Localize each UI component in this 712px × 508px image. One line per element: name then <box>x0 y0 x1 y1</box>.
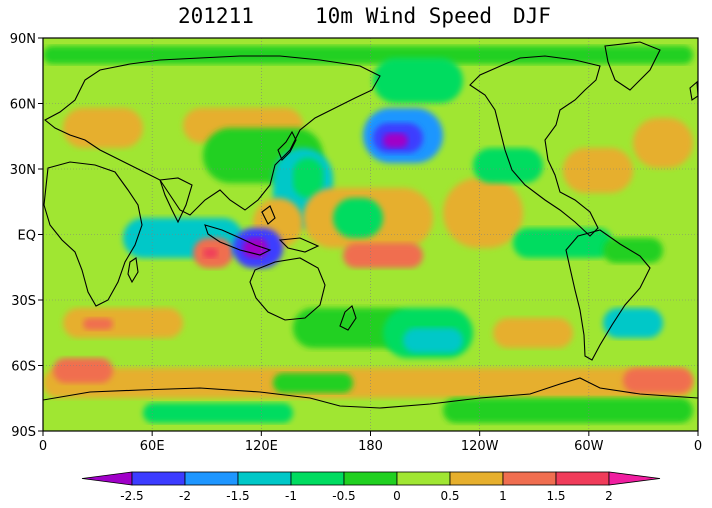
lon-label: 180 <box>358 439 383 454</box>
philippines-coast <box>261 205 276 225</box>
colorbar-level-label: 0.5 <box>440 489 459 503</box>
africa-coast <box>43 161 143 307</box>
title-period: 201211 <box>178 4 254 28</box>
field-patch <box>43 46 693 64</box>
colorbar-level-label: -2.5 <box>120 489 143 503</box>
field-patch <box>493 318 573 348</box>
field-patch <box>63 108 143 148</box>
lon-label: 120W <box>461 439 499 454</box>
map-title: 201211 10m Wind Speed DJF <box>0 4 712 32</box>
lat-label: 60S <box>11 360 36 375</box>
field-patch <box>603 308 663 338</box>
field-patch <box>383 133 408 148</box>
field-patch <box>443 178 523 248</box>
colorbar-level-label: 1 <box>499 489 507 503</box>
colorbar-level-label: 1.5 <box>546 489 565 503</box>
gridlines <box>43 38 698 431</box>
lat-label: EQ <box>18 229 36 244</box>
india-coast <box>159 177 193 224</box>
field-patch <box>373 58 463 103</box>
lon-label: 60W <box>574 439 604 454</box>
antarctica-coast <box>43 377 698 409</box>
colorbar-level-label: -1 <box>285 489 297 503</box>
greenland-coast <box>604 41 661 91</box>
north-america-coast <box>469 55 601 237</box>
lat-label: 90S <box>11 425 36 440</box>
colorbar-low-arrow <box>81 471 133 486</box>
field-patch <box>293 158 323 198</box>
colorbar-level-label: -0.5 <box>332 489 355 503</box>
lon-label: 60E <box>140 439 165 454</box>
field-patch <box>243 238 268 258</box>
field-patch <box>603 238 663 263</box>
colorbar-level-label: -2 <box>179 489 191 503</box>
colorbar-swatch <box>502 471 557 486</box>
new-guinea-coast <box>278 237 320 253</box>
field-patch <box>333 198 383 238</box>
colorbar-swatch <box>449 471 504 486</box>
colorbar-level-label: 0 <box>393 489 401 503</box>
colorbar-labels: -2.5 -2 -1.5 -1 -0.5 0 0.5 1 1.5 2 <box>120 489 613 503</box>
field-patch <box>563 148 633 193</box>
field-patch <box>63 308 183 338</box>
field-patch <box>83 318 113 330</box>
australia-coast <box>249 257 326 321</box>
colorbar-swatch <box>396 471 451 486</box>
new-zealand-coast <box>339 305 357 331</box>
longitude-labels: 0 60E 120E 180 120W 60W 0 <box>39 431 702 454</box>
lat-label: 60N <box>10 98 36 113</box>
colorbar-swatch <box>555 471 610 486</box>
lon-label: 0 <box>694 439 702 454</box>
lon-label: 0 <box>39 439 47 454</box>
colorbar-swatch <box>237 471 292 486</box>
field-patch <box>443 398 693 423</box>
japan-coast <box>277 130 297 161</box>
lat-label: 30N <box>10 163 36 178</box>
field-patch <box>473 148 543 183</box>
uk-coast <box>689 80 698 101</box>
colorbar-high-arrow <box>608 471 661 486</box>
field-patch <box>633 118 693 168</box>
lon-label: 120E <box>245 439 278 454</box>
field-patch <box>53 358 113 383</box>
field-patch <box>293 308 413 348</box>
colorbar-level-label: 2 <box>605 489 613 503</box>
title-variable: 10m Wind Speed <box>315 4 493 28</box>
lat-label: 90N <box>10 32 36 47</box>
field-patch <box>403 328 463 353</box>
south-america-coast <box>565 229 651 361</box>
coastlines <box>43 41 698 409</box>
maritime-continent-coast <box>204 224 272 256</box>
colorbar <box>81 471 661 486</box>
colorbar-swatch <box>184 471 239 486</box>
colorbar-swatch <box>290 471 345 486</box>
colorbar-swatch <box>131 471 186 486</box>
field-patch <box>43 368 693 398</box>
lat-label: 30S <box>11 294 36 309</box>
latitude-labels: 90N 60N 30N EQ 30S 60S 90S <box>10 32 43 440</box>
title-season: DJF <box>513 4 551 28</box>
field-patch <box>273 373 353 393</box>
colorbar-level-label: -1.5 <box>226 489 249 503</box>
madagascar-coast <box>127 257 139 284</box>
colorbar-swatch <box>343 471 398 486</box>
field-patch <box>623 368 693 393</box>
field-patch <box>513 228 613 258</box>
field-patch <box>343 243 423 268</box>
eurasia-coast <box>44 55 381 216</box>
field-patch <box>143 403 293 423</box>
field-patch <box>203 248 218 258</box>
